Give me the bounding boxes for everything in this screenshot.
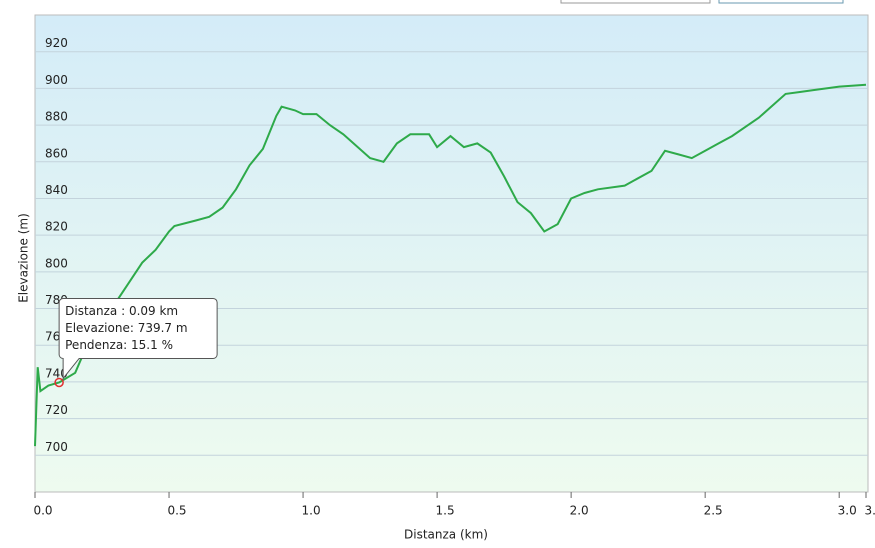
tooltip-box bbox=[58, 297, 218, 380]
y-tick-label: 700 bbox=[45, 440, 68, 454]
x-tick-label: 0.5 bbox=[167, 504, 186, 518]
x-axis-label: Distanza (km) bbox=[404, 528, 488, 542]
y-tick-label: 740 bbox=[45, 366, 68, 380]
plot-area bbox=[34, 14, 869, 493]
y-tick-label: 920 bbox=[45, 36, 68, 50]
x-tick-label: 2.5 bbox=[704, 504, 723, 518]
button[interactable] bbox=[560, 0, 711, 4]
y-tick-label: 840 bbox=[45, 183, 68, 197]
y-tick-label: 860 bbox=[45, 146, 68, 160]
tooltip-text: Elevazione: 739.7 m bbox=[65, 321, 187, 335]
y-axis-label: Elevazione (m) bbox=[17, 213, 31, 303]
y-tick-label: 900 bbox=[45, 73, 68, 87]
x-tick-label: 3.1 bbox=[864, 504, 875, 518]
x-tick-label: 1.5 bbox=[436, 504, 455, 518]
elevation-line bbox=[34, 83, 867, 447]
x-tick-label: 0.0 bbox=[33, 504, 52, 518]
y-tick-label: 880 bbox=[45, 110, 68, 124]
tooltip-text: Distanza : 0.09 km bbox=[65, 304, 178, 318]
x-tick-label: 2.0 bbox=[570, 504, 589, 518]
y-tick-label: 820 bbox=[45, 220, 68, 234]
tooltip-text: Pendenza: 15.1 % bbox=[65, 338, 173, 352]
x-tick-label: 1.0 bbox=[302, 504, 321, 518]
button[interactable] bbox=[718, 0, 844, 4]
tooltip-marker bbox=[54, 377, 64, 388]
y-tick-label: 800 bbox=[45, 256, 68, 270]
x-tick-label: 3.0 bbox=[838, 504, 857, 518]
y-tick-label: 720 bbox=[45, 403, 68, 417]
